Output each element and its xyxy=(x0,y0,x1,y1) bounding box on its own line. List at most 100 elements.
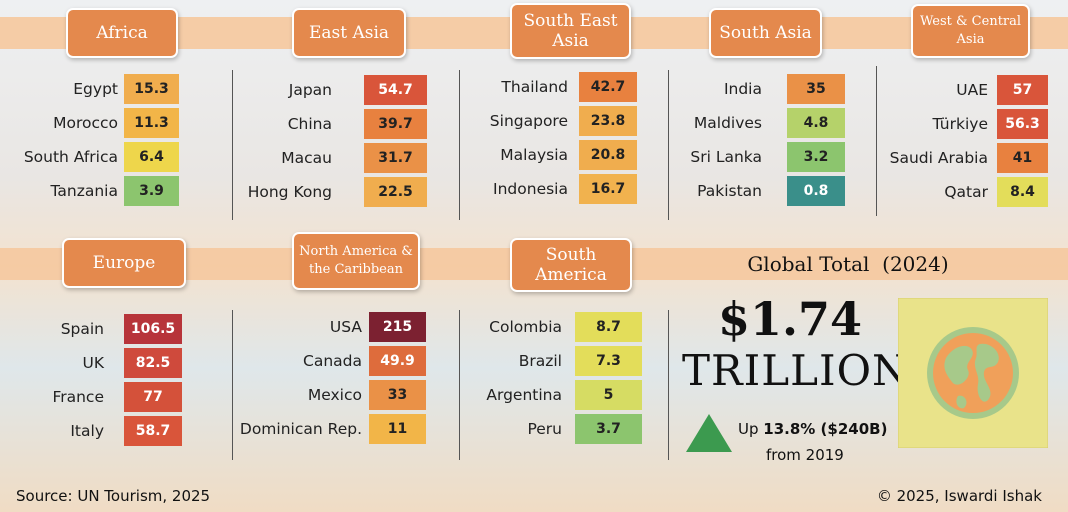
region-tab-north-america-the-caribbean: North America & the Caribbean xyxy=(292,232,420,290)
country-value: 6.4 xyxy=(124,142,179,172)
growth-text: Up 13.8% ($240B) xyxy=(738,420,888,438)
country-value: 23.8 xyxy=(579,106,637,136)
country-value: 7.3 xyxy=(575,346,642,376)
country-row-peru: Peru 3.7 xyxy=(0,414,642,444)
country-row-morocco: Morocco 11.3 xyxy=(0,108,179,138)
country-value: 16.7 xyxy=(579,174,637,204)
country-value: 15.3 xyxy=(124,74,179,104)
country-value: 106.5 xyxy=(124,314,182,344)
country-row-tanzania: Tanzania 3.9 xyxy=(0,176,179,206)
country-row-south-africa: South Africa 6.4 xyxy=(0,142,179,172)
copyright-note: © 2025, Iswardi Ishak xyxy=(876,487,1042,505)
global-total-amount: $1.74 xyxy=(717,292,863,346)
country-name: Colombia xyxy=(489,318,562,336)
growth-value: 13.8% ($240B) xyxy=(763,420,888,438)
country-row-colombia: Colombia 8.7 xyxy=(0,312,642,342)
country-value: 41 xyxy=(997,143,1048,173)
country-row-china: China 39.7 xyxy=(0,109,427,139)
country-value: 22.5 xyxy=(364,177,427,207)
column-divider xyxy=(232,70,233,220)
country-name: Macau xyxy=(281,149,332,167)
country-row-uk: UK 82.5 xyxy=(0,348,182,378)
country-value: 11.3 xyxy=(124,108,179,138)
country-value: 49.9 xyxy=(369,346,426,376)
globe-icon xyxy=(898,298,1048,448)
country-name: Türkiye xyxy=(932,115,988,133)
country-name: Peru xyxy=(527,420,562,438)
country-row-japan: Japan 54.7 xyxy=(0,75,427,105)
country-row-macau: Macau 31.7 xyxy=(0,143,427,173)
country-row-spain: Spain 106.5 xyxy=(0,314,182,344)
column-divider xyxy=(232,310,233,460)
country-value: 8.7 xyxy=(575,312,642,342)
country-name: UK xyxy=(82,354,104,372)
country-row-indonesia: Indonesia 16.7 xyxy=(0,174,637,204)
country-row-saudi-arabia: Saudi Arabia 41 xyxy=(0,143,1048,173)
country-name: Saudi Arabia xyxy=(889,149,988,167)
country-name: USA xyxy=(329,318,362,336)
country-name: Japan xyxy=(288,81,332,99)
country-value: 3.7 xyxy=(575,414,642,444)
country-row-india: India 35 xyxy=(0,74,845,104)
country-row-dominican-rep: Dominican Rep. 11 xyxy=(0,414,426,444)
country-value: 3.9 xyxy=(124,176,179,206)
country-name: Singapore xyxy=(489,112,568,130)
region-tab-south-asia: South Asia xyxy=(709,8,822,58)
country-row-maldives: Maldives 4.8 xyxy=(0,108,845,138)
country-row-usa: USA 215 xyxy=(0,312,426,342)
country-name: Egypt xyxy=(73,80,118,98)
country-name: Thailand xyxy=(501,78,568,96)
column-divider xyxy=(876,66,877,216)
country-name: Argentina xyxy=(486,386,562,404)
column-divider xyxy=(459,70,460,220)
country-value: 33 xyxy=(369,380,426,410)
global-total-title: Global Total (2024) xyxy=(747,252,949,276)
country-row-uae: UAE 57 xyxy=(0,75,1048,105)
country-value: 42.7 xyxy=(579,72,637,102)
region-tab-south-east-asia: South East Asia xyxy=(510,3,631,59)
country-name: Morocco xyxy=(53,114,118,132)
region-tab-europe: Europe xyxy=(62,238,186,288)
country-value: 58.7 xyxy=(124,416,182,446)
country-row-hong-kong: Hong Kong 22.5 xyxy=(0,177,427,207)
country-name: South Africa xyxy=(23,148,118,166)
region-tab-south-america: South America xyxy=(510,238,632,292)
country-name: Canada xyxy=(303,352,362,370)
global-total-unit: TRILLION xyxy=(682,346,910,395)
country-name: India xyxy=(723,80,762,98)
up-arrow-icon xyxy=(686,414,732,452)
country-name: Dominican Rep. xyxy=(239,420,362,438)
growth-period: from 2019 xyxy=(766,446,844,464)
country-name: Brazil xyxy=(518,352,562,370)
country-name: Malaysia xyxy=(500,146,568,164)
country-name: France xyxy=(52,388,104,406)
country-row-italy: Italy 58.7 xyxy=(0,416,182,446)
country-value: 31.7 xyxy=(364,143,427,173)
country-value: 54.7 xyxy=(364,75,427,105)
country-name: Spain xyxy=(60,320,104,338)
country-value: 5 xyxy=(575,380,642,410)
country-value: 8.4 xyxy=(997,177,1048,207)
country-row-brazil: Brazil 7.3 xyxy=(0,346,642,376)
country-value: 56.3 xyxy=(997,109,1048,139)
country-row-sri-lanka: Sri Lanka 3.2 xyxy=(0,142,845,172)
country-row-thailand: Thailand 42.7 xyxy=(0,72,637,102)
source-note: Source: UN Tourism, 2025 xyxy=(16,487,211,505)
country-value: 11 xyxy=(369,414,426,444)
country-row-singapore: Singapore 23.8 xyxy=(0,106,637,136)
country-name: Pakistan xyxy=(697,182,762,200)
country-value: 39.7 xyxy=(364,109,427,139)
country-value: 77 xyxy=(124,382,182,412)
country-value: 215 xyxy=(369,312,426,342)
country-name: Maldives xyxy=(693,114,762,132)
column-divider xyxy=(459,310,460,460)
country-row-t-rkiye: Türkiye 56.3 xyxy=(0,109,1048,139)
country-row-pakistan: Pakistan 0.8 xyxy=(0,176,845,206)
country-name: UAE xyxy=(956,81,988,99)
country-name: Mexico xyxy=(307,386,362,404)
country-value: 35 xyxy=(787,74,845,104)
region-tab-africa: Africa xyxy=(66,8,178,58)
country-name: Hong Kong xyxy=(247,183,332,201)
country-row-canada: Canada 49.9 xyxy=(0,346,426,376)
country-row-egypt: Egypt 15.3 xyxy=(0,74,179,104)
